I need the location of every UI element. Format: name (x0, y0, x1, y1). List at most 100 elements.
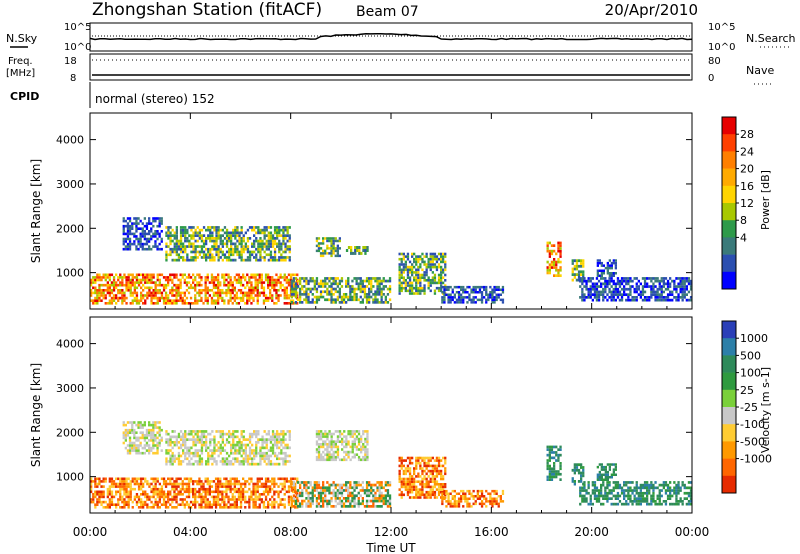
velocity-cell (250, 490, 253, 494)
velocity-cell (307, 499, 310, 503)
power-cell (623, 277, 626, 280)
velocity-cell (363, 505, 367, 508)
power-cell (608, 259, 611, 262)
velocity-cell (175, 500, 178, 504)
power-cell (406, 268, 410, 272)
velocity-cell (324, 453, 327, 456)
power-cell (437, 252, 441, 256)
power-cell (370, 282, 373, 286)
velocity-cell (221, 432, 224, 436)
power-cell (115, 294, 118, 297)
velocity-cell (284, 432, 287, 436)
velocity-cell (345, 483, 348, 487)
velocity-cell (440, 490, 443, 494)
power-cell (145, 227, 149, 230)
velocity-cell (192, 435, 195, 439)
velocity-cell (127, 495, 130, 499)
power-cell (608, 274, 611, 277)
power-cell (214, 299, 218, 302)
velocity-cell (305, 483, 308, 487)
velocity-cell (137, 477, 141, 481)
velocity-cell (219, 485, 222, 488)
velocity-cell (357, 448, 361, 451)
power-cell (326, 293, 329, 296)
power-cell (550, 263, 554, 267)
velocity-cell (133, 446, 136, 450)
power-cell (440, 257, 443, 261)
power-cell (128, 232, 132, 236)
power-cell (219, 237, 222, 240)
power-cell (225, 278, 228, 282)
power-cell (406, 265, 410, 269)
velocity-cell (129, 493, 132, 496)
power-cell (372, 298, 375, 302)
power-cell (296, 273, 299, 277)
power-cell (179, 231, 183, 235)
power-cell (618, 290, 622, 294)
power-cell (679, 296, 682, 299)
velocity-cell (192, 438, 195, 441)
power-cell (148, 247, 151, 251)
power-cell (96, 296, 99, 300)
power-cell (204, 283, 207, 287)
power-cell (204, 278, 207, 282)
velocity-cell (244, 454, 247, 458)
velocity-cell (460, 500, 463, 503)
velocity-cell (361, 497, 364, 500)
power-cell (673, 285, 676, 288)
power-cell (126, 237, 130, 241)
power-cell (169, 289, 172, 292)
velocity-cell (470, 505, 473, 508)
velocity-cell (221, 462, 224, 466)
velocity-cell (419, 493, 422, 497)
velocity-cell (219, 449, 222, 452)
power-cell (303, 277, 306, 280)
velocity-cell (419, 456, 422, 460)
velocity-cell (294, 502, 298, 506)
power-cell (283, 291, 286, 295)
velocity-cell (309, 499, 312, 503)
power-cell (353, 290, 356, 294)
power-cell (359, 282, 362, 286)
power-cell (408, 292, 412, 295)
power-cell (625, 277, 628, 280)
power-cell (269, 296, 272, 300)
power-cell (666, 287, 670, 291)
power-cell (173, 245, 176, 248)
power-cell (160, 296, 164, 300)
velocity-cell (133, 449, 136, 452)
power-cell (656, 287, 659, 291)
velocity-cell (248, 432, 252, 436)
power-cell (660, 296, 663, 299)
velocity-cell (219, 451, 222, 455)
velocity-cell (315, 486, 319, 490)
power-cell (639, 296, 642, 299)
velocity-cell (345, 486, 348, 490)
power-cell (365, 279, 369, 283)
velocity-cell (404, 469, 407, 473)
power-cell (444, 268, 447, 272)
power-cell (417, 268, 420, 272)
power-cell (398, 268, 401, 272)
power-cell (154, 232, 157, 236)
velocity-cell (244, 506, 247, 509)
power-cell (119, 289, 122, 292)
power-ytick-label: 2000 (56, 222, 84, 235)
power-cell (282, 250, 285, 254)
power-cell (296, 294, 299, 297)
velocity-cell (290, 486, 293, 490)
velocity-cell (353, 437, 356, 441)
velocity-cell (212, 500, 216, 504)
power-cell (671, 279, 674, 283)
power-cell (368, 287, 371, 291)
velocity-cell (431, 488, 434, 491)
power-cell (129, 294, 132, 297)
power-cell (125, 289, 128, 292)
velocity-cell (143, 439, 146, 442)
velocity-cell (311, 491, 314, 495)
power-cell (139, 235, 142, 238)
velocity-cell (144, 495, 147, 499)
power-cell (336, 295, 339, 299)
power-cell (148, 217, 151, 220)
velocity-cell (330, 445, 333, 449)
